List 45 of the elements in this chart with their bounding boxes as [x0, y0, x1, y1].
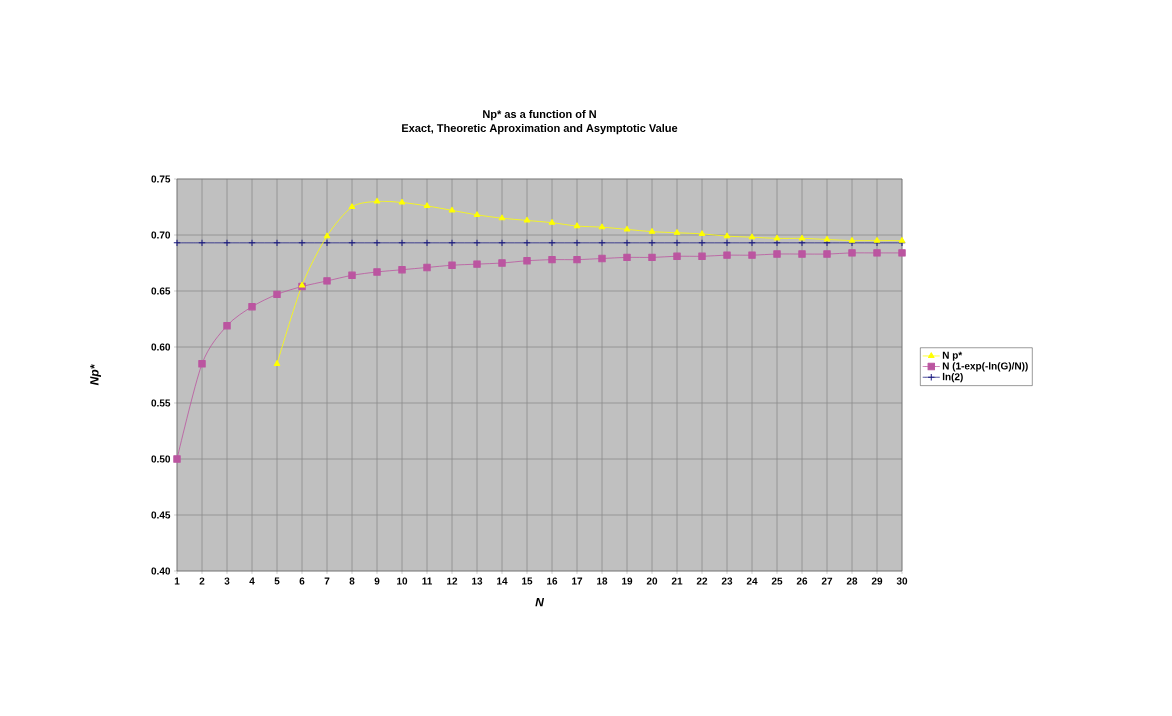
x-tick-label: 7	[324, 577, 330, 585]
x-tick-label: 21	[671, 577, 683, 585]
x-tick-label: 13	[472, 577, 483, 585]
x-tick-label: 27	[821, 577, 833, 585]
y-tick-label: 0.60	[151, 343, 171, 351]
x-tick-label: 11	[422, 577, 433, 585]
legend-label: ln(2)	[942, 372, 963, 383]
x-tick-label: 23	[721, 577, 733, 585]
y-axis-title: Np*	[90, 364, 101, 386]
x-tick-label: 12	[447, 577, 458, 585]
x-tick-label: 15	[522, 577, 533, 585]
x-tick-label: 8	[349, 577, 355, 585]
x-tick-label: 10	[397, 577, 408, 585]
x-tick-label: 16	[547, 577, 558, 585]
x-tick-label: 1	[174, 577, 180, 585]
y-tick-label: 0.55	[151, 399, 171, 407]
x-tick-label: 9	[374, 577, 380, 585]
x-tick-label: 2	[199, 577, 205, 585]
x-tick-label: 17	[572, 577, 583, 585]
x-tick-label: 5	[274, 577, 280, 585]
y-tick-label: 0.70	[151, 231, 171, 239]
y-tick-label: 0.75	[151, 175, 171, 183]
x-tick-label: 26	[796, 577, 808, 585]
x-tick-label: 6	[299, 577, 305, 585]
y-tick-label: 0.65	[151, 287, 171, 295]
x-tick-label: 19	[622, 577, 633, 585]
x-tick-label: 22	[696, 577, 708, 585]
x-tick-label: 20	[646, 577, 658, 585]
x-tick-label: 3	[224, 577, 230, 585]
x-tick-label: 30	[896, 577, 908, 585]
x-tick-label: 29	[871, 577, 883, 585]
x-tick-label: 28	[846, 577, 858, 585]
x-tick-label: 25	[771, 577, 783, 585]
legend-label: N p*	[942, 351, 963, 361]
y-tick-label: 0.50	[151, 455, 171, 463]
x-tick-label: 14	[497, 577, 508, 585]
chart-subtitle: Exact, Theoretic Aproximation and Asymptotic Value	[402, 123, 678, 135]
y-tick-label: 0.45	[151, 511, 171, 519]
x-axis-title: N	[535, 598, 545, 607]
chart-title: Np* as a function of N	[483, 109, 596, 121]
x-tick-label: 4	[249, 577, 255, 585]
legend-label: N (1-exp(-ln(G)/N))	[942, 362, 1028, 372]
y-tick-label: 0.40	[151, 567, 171, 575]
x-tick-label: 24	[746, 577, 758, 585]
x-tick-label: 18	[597, 577, 608, 585]
